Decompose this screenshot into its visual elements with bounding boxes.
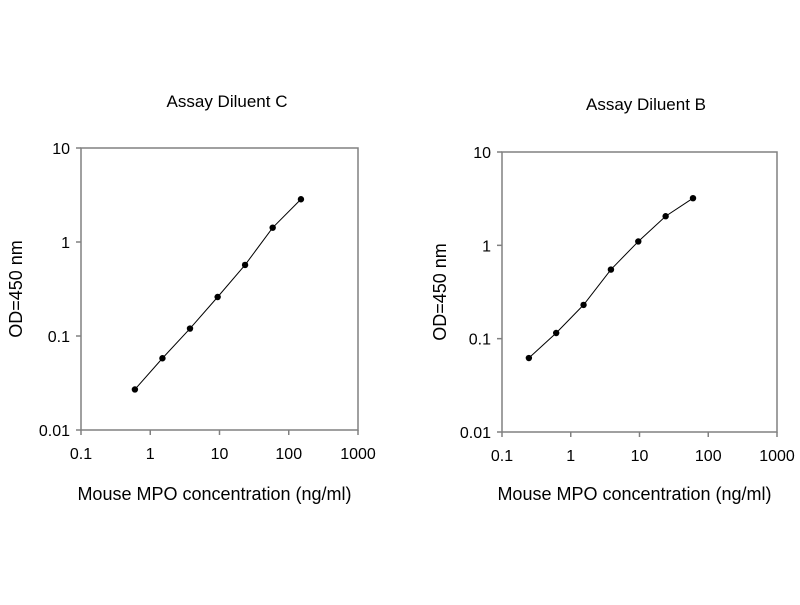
chart-panel-2: Assay Diluent B0.1 1 10 100 10000.010.1110Mo… [430,95,795,504]
y-tick-label: 10 [473,145,491,162]
data-point [214,293,221,301]
data-point [635,238,642,245]
y-axis-label: OD=450 nm [430,243,450,341]
x-tick-label: 100 [695,448,722,465]
y-tick-label: 0.1 [48,329,70,346]
x-tick-label: 1000 [759,448,795,465]
x-axis-label: Mouse MPO concentration (ng/ml) [497,484,771,504]
x-axis-label: Mouse MPO concentration (ng/ml) [77,484,351,504]
data-point [580,301,587,309]
x-tick-label: 100 [275,446,302,463]
plot-frame [501,151,778,433]
y-tick-label: 10 [52,141,70,158]
data-point [241,261,249,269]
y-tick-label: 1 [482,238,491,255]
data-point [607,266,615,273]
y-tick-label: 0.01 [39,423,70,440]
data-point [689,194,697,202]
chart-title: Assay Diluent B [586,95,706,114]
x-tick-label: 0.1 [491,448,513,465]
x-tick-label: 1 [146,446,155,463]
data-point [269,224,276,231]
data-point [525,354,533,362]
y-tick-label: 0.01 [460,425,491,442]
y-tick-label: 1 [61,235,70,252]
chart-title: Assay Diluent C [167,92,288,111]
chart-panel-1: Assay Diluent C0.1 1 10 100 10000.010.1110Mo… [6,92,376,504]
x-tick-label: 1 [566,448,575,465]
y-tick-label: 0.1 [469,332,491,349]
x-tick-label: 0.1 [70,446,92,463]
x-tick-label: 10 [211,446,229,463]
data-point [297,196,305,203]
data-point [131,386,139,393]
x-tick-label: 10 [631,448,649,465]
x-tick-label: 1000 [340,446,376,463]
y-axis-label: OD=450 nm [6,240,26,338]
data-point [159,355,166,362]
data-point [186,325,194,332]
data-point [662,213,669,220]
plot-frame [80,147,359,431]
data-point [552,329,560,337]
